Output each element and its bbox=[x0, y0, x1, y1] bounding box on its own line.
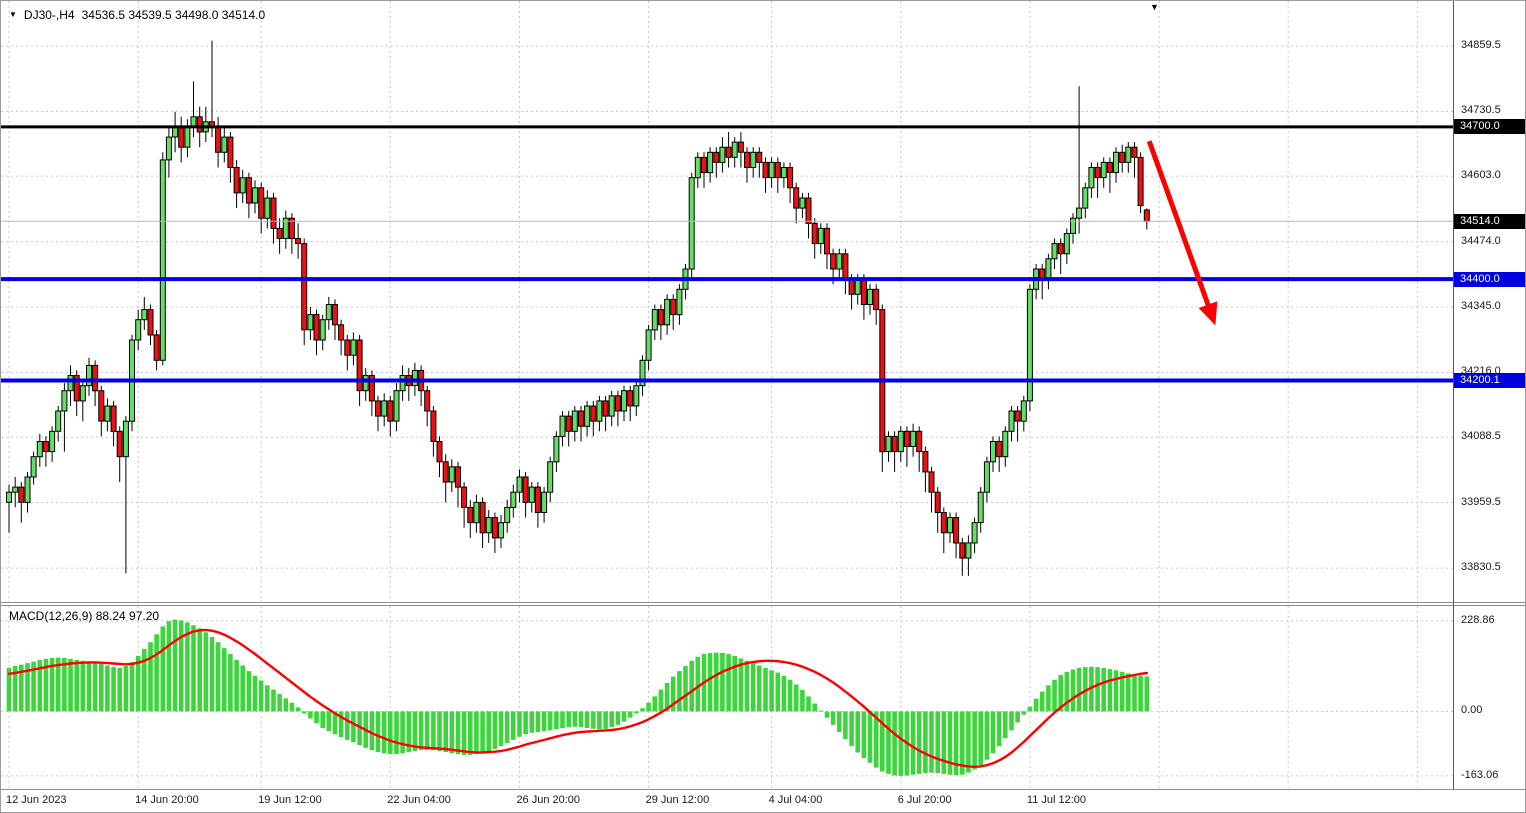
date-axis-label: 19 Jun 12:00 bbox=[258, 794, 322, 806]
symbol-dropdown-triangle-icon[interactable]: ▼ bbox=[9, 10, 17, 19]
time-axis[interactable] bbox=[1, 790, 1525, 812]
support1-price-badge: 34400.0 bbox=[1454, 271, 1525, 287]
date-axis-label: 14 Jun 20:00 bbox=[135, 794, 199, 806]
price-axis-label: 34345.0 bbox=[1461, 300, 1501, 313]
date-axis-label: 22 Jun 04:00 bbox=[387, 794, 451, 806]
price-axis-label: 33830.5 bbox=[1461, 561, 1501, 574]
resistance-price-badge: 34700.0 bbox=[1454, 119, 1525, 135]
macd-axis-label: -163.06 bbox=[1461, 768, 1499, 781]
symbol-period-label: DJ30-,H4 bbox=[23, 8, 75, 22]
date-axis-label: 6 Jul 20:00 bbox=[897, 794, 952, 806]
date-axis-label: 26 Jun 20:00 bbox=[516, 794, 581, 806]
chart-shift-triangle-icon[interactable]: ▼ bbox=[1150, 2, 1159, 12]
price-axis-label: 33959.5 bbox=[1461, 495, 1501, 508]
macd-indicator-label: MACD(12,26,9) 88.24 97.20 bbox=[9, 609, 160, 623]
price-axis-label: 34474.0 bbox=[1461, 234, 1501, 247]
macd-axis-label: 0.00 bbox=[1461, 704, 1483, 717]
price-axis-label: 34730.5 bbox=[1461, 104, 1501, 117]
price-axis-label: 34603.0 bbox=[1461, 169, 1501, 182]
current-price-badge: 34514.0 bbox=[1454, 213, 1525, 229]
ohlc-values: 34536.5 34539.5 34498.0 34514.0 bbox=[81, 8, 266, 22]
chart-title: ▼ DJ30-,H4 34536.5 34539.5 34498.0 34514… bbox=[9, 8, 265, 22]
date-axis-label: 29 Jun 12:00 bbox=[645, 794, 710, 806]
date-axis-label: 4 Jul 04:00 bbox=[768, 794, 823, 806]
date-axis-label: 12 Jun 2023 bbox=[6, 794, 67, 806]
support2-price-badge: 34200.1 bbox=[1454, 373, 1525, 389]
price-axis-label: 34088.5 bbox=[1461, 430, 1501, 443]
price-axis-label: 34859.5 bbox=[1461, 39, 1501, 51]
macd-axis-label: 228.86 bbox=[1461, 613, 1495, 626]
date-axis-label: 11 Jul 12:00 bbox=[1026, 794, 1087, 806]
